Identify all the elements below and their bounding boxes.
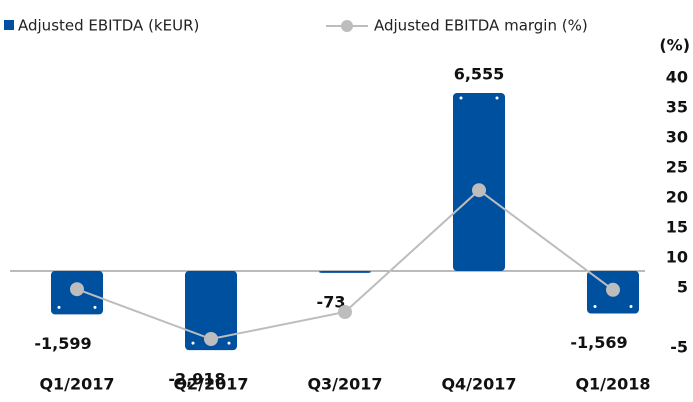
line-point xyxy=(70,282,84,297)
bar-dot xyxy=(57,305,61,309)
legend-swatch xyxy=(4,20,14,30)
y2-tick-label: 25 xyxy=(666,158,688,177)
bar-dot xyxy=(593,305,597,309)
bar-dot xyxy=(93,305,97,309)
bar xyxy=(453,92,505,271)
line-point xyxy=(204,332,218,346)
data-label: -2,918 xyxy=(168,370,225,389)
y2-tick-label: 35 xyxy=(666,98,688,117)
x-tick-label: Q2/2017 xyxy=(173,375,248,394)
bar-dot xyxy=(459,96,463,100)
data-label: -1,569 xyxy=(570,333,627,352)
line-point xyxy=(472,183,486,198)
x-tick-label: Q3/2017 xyxy=(307,375,382,394)
bar xyxy=(185,270,237,351)
x-tick-label: Q1/2017 xyxy=(39,375,114,394)
legend-label: Adjusted EBITDA margin (%) xyxy=(374,17,588,35)
data-label: 6,555 xyxy=(454,64,505,83)
legend-label: Adjusted EBITDA (kEUR) xyxy=(18,17,199,35)
bar-dot xyxy=(495,96,499,100)
bar-dot xyxy=(227,341,231,345)
y2-tick-label: 5 xyxy=(677,278,688,297)
legend-swatch xyxy=(341,20,353,32)
bar xyxy=(319,270,371,273)
y2-axis-label: (%) xyxy=(659,36,690,55)
y2-tick-label: -5 xyxy=(670,338,688,357)
bar-dot xyxy=(191,341,195,345)
data-label: -1,599 xyxy=(34,334,91,353)
y2-tick-label: 10 xyxy=(666,248,688,267)
line-point xyxy=(338,305,352,319)
y2-tick-label: 20 xyxy=(666,188,688,207)
y2-tick-label: 40 xyxy=(666,68,688,87)
y2-tick-label: 15 xyxy=(666,218,688,237)
y2-tick-label: 30 xyxy=(666,128,688,147)
line-point xyxy=(606,282,620,297)
x-tick-label: Q1/2018 xyxy=(575,375,650,394)
x-tick-label: Q4/2017 xyxy=(441,375,516,394)
data-label: -73 xyxy=(317,292,346,311)
bar-dot xyxy=(629,305,633,309)
